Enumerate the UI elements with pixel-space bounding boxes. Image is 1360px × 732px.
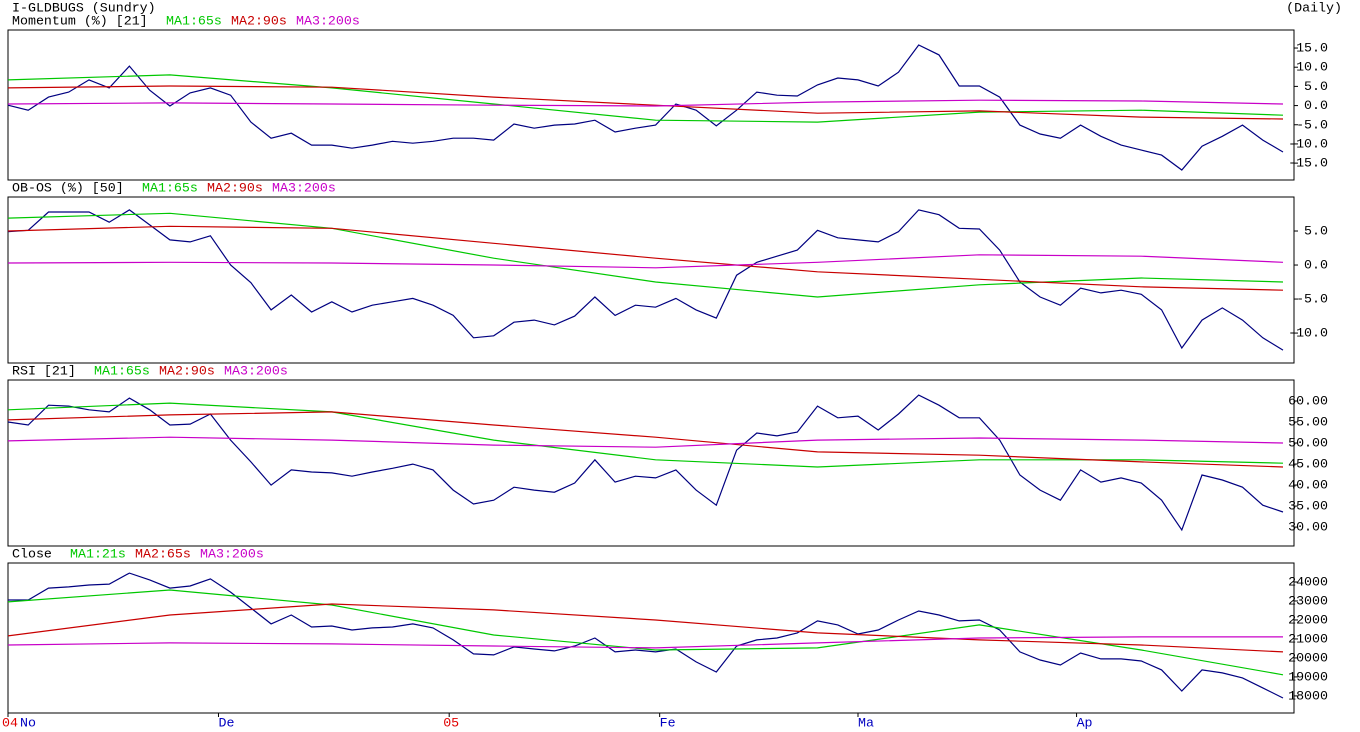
y-tick-label: 22000	[1288, 612, 1328, 627]
y-tick-label: 55.00	[1288, 415, 1328, 430]
y-tick-label: 5.0	[1304, 224, 1328, 239]
header-period: (Daily)	[1286, 1, 1342, 16]
y-tick-label: -10.0	[1288, 326, 1328, 341]
x-tick-label: De	[218, 716, 234, 731]
legend-entry: MA1:65s	[166, 14, 222, 29]
y-tick-label: 35.00	[1288, 499, 1328, 514]
legend-entry: MA3:200s	[200, 547, 264, 562]
y-tick-label: 21000	[1288, 631, 1328, 646]
y-tick-label: -15.0	[1288, 156, 1328, 171]
series-line	[7, 636, 1283, 649]
series-line	[7, 99, 1284, 107]
legend-entry: MA2:90s	[159, 364, 215, 379]
y-tick-label: -10.0	[1288, 136, 1328, 151]
y-tick-label: 18000	[1288, 688, 1328, 703]
y-tick-label: 0.0	[1304, 98, 1328, 113]
y-tick-label: 19000	[1288, 669, 1328, 684]
legend-entry: MA2:90s	[207, 181, 263, 196]
x-year-label: 04	[2, 716, 18, 731]
legend-entry: MA1:21s	[70, 547, 126, 562]
panel-title: Momentum (%) [21]	[12, 14, 148, 29]
panel-title: RSI [21]	[12, 364, 76, 379]
series-line	[7, 254, 1284, 269]
y-tick-label: 5.0	[1304, 79, 1328, 94]
header-title: I-GLDBUGS (Sundry)	[12, 1, 156, 16]
y-tick-label: 60.00	[1288, 394, 1328, 409]
y-tick-label: 15.0	[1296, 41, 1328, 56]
legend-entry: MA1:65s	[142, 181, 198, 196]
y-tick-label: 0.0	[1304, 258, 1328, 273]
y-tick-label: 50.00	[1288, 436, 1328, 451]
y-tick-label: 40.00	[1288, 478, 1328, 493]
series-line	[7, 44, 1284, 171]
y-tick-label: 10.0	[1296, 60, 1328, 75]
panel-frame	[7, 379, 1295, 547]
x-tick-label: Ap	[1077, 716, 1093, 731]
series-line	[7, 209, 1284, 351]
y-tick-label: 20000	[1288, 650, 1328, 665]
series-line	[7, 394, 1284, 532]
panel-title: Close	[12, 547, 52, 562]
series-line	[8, 572, 1284, 699]
y-tick-label: 30.00	[1288, 520, 1328, 535]
legend-entry: MA2:90s	[231, 14, 287, 29]
x-tick-label: No	[20, 716, 36, 731]
series-line	[7, 589, 1284, 676]
series-line	[7, 225, 1284, 291]
legend-entry: MA2:65s	[135, 547, 191, 562]
legend-entry: MA1:65s	[94, 364, 150, 379]
series-line	[7, 85, 1284, 120]
x-year-label: 05	[443, 716, 459, 731]
series-line	[7, 436, 1284, 448]
y-tick-label: -5.0	[1296, 292, 1328, 307]
legend-entry: MA3:200s	[224, 364, 288, 379]
y-tick-label: 24000	[1288, 575, 1328, 590]
x-tick-label: Fe	[660, 716, 676, 731]
legend-entry: MA3:200s	[296, 14, 360, 29]
legend-entry: MA3:200s	[272, 181, 336, 196]
panel-title: OB-OS (%) [50]	[12, 181, 124, 196]
panel-frame	[7, 29, 1295, 181]
panel-frame	[7, 562, 1295, 714]
y-tick-label: 23000	[1288, 593, 1328, 608]
y-tick-label: -5.0	[1296, 117, 1328, 132]
series-line	[7, 74, 1284, 123]
y-tick-label: 45.00	[1288, 457, 1328, 472]
x-tick-label: Ma	[858, 716, 874, 731]
series-line	[7, 212, 1284, 298]
series-line	[7, 603, 1284, 653]
panel-frame	[7, 196, 1295, 364]
series-line	[7, 411, 1284, 468]
